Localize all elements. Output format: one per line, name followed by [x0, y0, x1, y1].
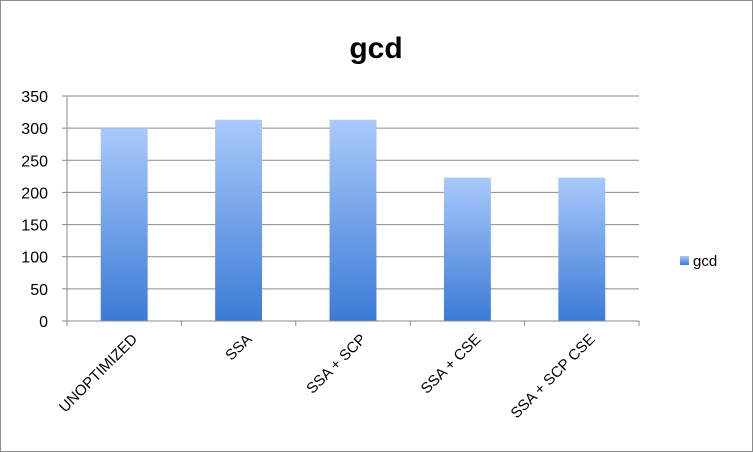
y-tick-label: 50	[30, 282, 48, 299]
y-axis-ticks: 0 50 100 150 200 250 300 350	[21, 89, 67, 331]
bar	[100, 128, 148, 321]
y-tick-label: 200	[21, 185, 48, 202]
x-axis-labels: UNOPTIMIZED SSA SSA + SCP SSA + CSE SSA + SC…	[56, 331, 599, 422]
bar	[558, 177, 606, 321]
bar	[329, 119, 377, 322]
legend-label: gcd	[693, 253, 717, 270]
legend: gcd	[680, 253, 717, 270]
y-tick-label: 250	[21, 153, 48, 170]
y-tick-label: 300	[21, 121, 48, 138]
x-tick-label: SSA + SCP CSE	[508, 331, 599, 422]
x-tick-label: SSA + CSE	[418, 331, 485, 398]
y-tick-label: 0	[39, 314, 48, 331]
y-tick-label: 100	[21, 250, 48, 267]
x-tick-label: UNOPTIMIZED	[56, 331, 141, 416]
bars	[100, 119, 606, 322]
x-axis	[66, 96, 640, 326]
y-tick-label: 350	[21, 89, 48, 106]
x-tick-label: SSA + SCP	[303, 331, 370, 398]
legend-swatch	[680, 256, 689, 265]
bar	[215, 119, 263, 322]
y-tick-label: 150	[21, 218, 48, 235]
x-tick-label: SSA	[222, 331, 255, 364]
bar	[443, 177, 491, 321]
chart-title: gcd	[349, 32, 402, 65]
